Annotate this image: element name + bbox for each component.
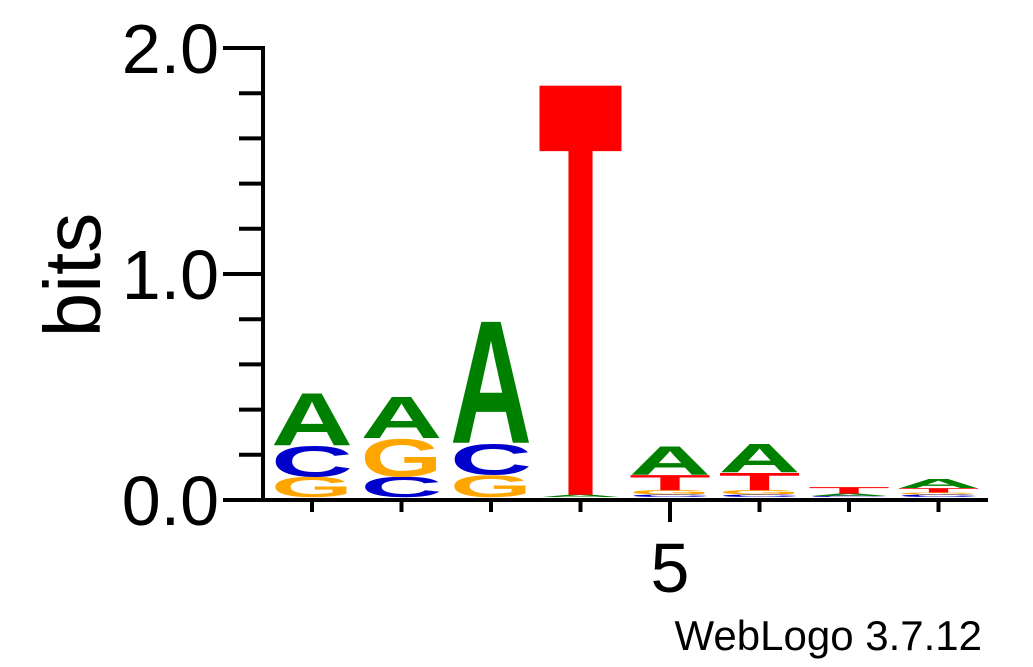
letter-A: A xyxy=(719,436,801,481)
letter-G: G xyxy=(271,472,353,503)
y-tick-label: 2.0 xyxy=(122,10,219,88)
letter-A: A xyxy=(808,493,890,497)
letter-C: C xyxy=(629,494,711,498)
letter-A: A xyxy=(271,378,353,462)
letter-G: G xyxy=(719,489,801,496)
stack-position-7: CAT xyxy=(808,485,890,497)
letter-G: G xyxy=(361,428,443,488)
letter-T xyxy=(539,85,622,495)
stack-position-3: GCA xyxy=(450,285,532,504)
letter-C: C xyxy=(719,494,801,498)
stack-position-1: GCA xyxy=(271,378,353,503)
letter-T: T xyxy=(898,487,980,494)
letter-C: C xyxy=(361,471,443,503)
letter-T: T xyxy=(719,468,801,496)
letter-A: A xyxy=(898,477,980,491)
stack-position-2: CGA xyxy=(361,385,443,503)
stack-position-4: A xyxy=(539,85,622,498)
y-tick-label: 0.0 xyxy=(122,462,219,540)
x-tick-label: 5 xyxy=(651,529,690,607)
letter-C: C xyxy=(808,496,890,498)
y-axis: 0.0 1.0 2.0 xyxy=(122,10,265,540)
letter-T: T xyxy=(629,471,711,495)
letter-A: A xyxy=(629,438,711,483)
letter-C: C xyxy=(898,494,980,498)
letter-C: C xyxy=(271,437,353,486)
letter-A: A xyxy=(540,494,622,498)
y-tick-label: 1.0 xyxy=(122,236,219,314)
letter-A: A xyxy=(450,285,532,481)
letter-G: G xyxy=(898,492,980,495)
letter-A: A xyxy=(361,385,443,451)
x-axis: 5 xyxy=(263,498,988,607)
letter-T: T xyxy=(808,485,890,495)
letter-C: C xyxy=(450,435,532,484)
letter-G: G xyxy=(450,469,532,504)
weblogo-credit: WebLogo 3.7.12 xyxy=(675,612,982,659)
y-axis-label: bits xyxy=(28,213,117,338)
letter-G: G xyxy=(629,489,711,496)
